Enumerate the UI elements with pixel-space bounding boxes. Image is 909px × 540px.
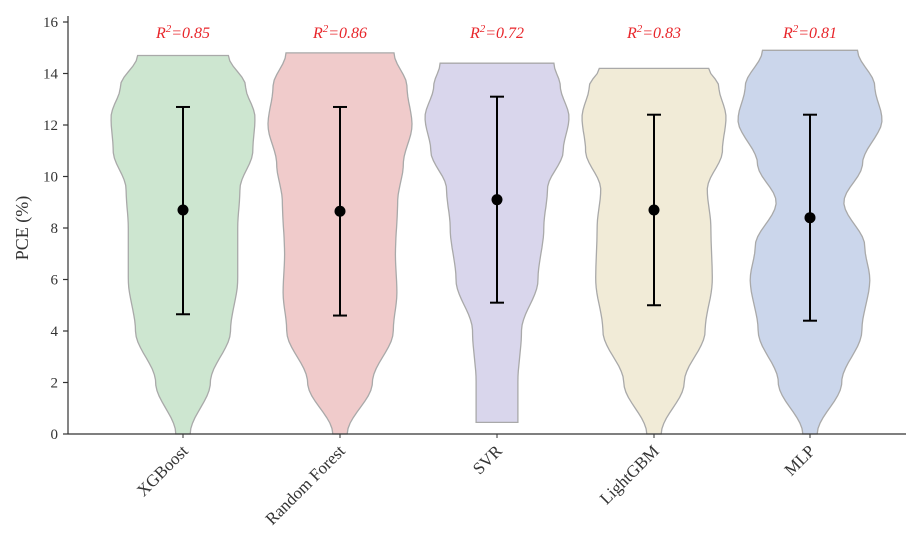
r2-label: R2=0.81 bbox=[782, 23, 837, 42]
y-axis-label: PCE (%) bbox=[12, 196, 33, 261]
r2-annotations: R2=0.85 R2=0.86 R2=0.72 R2=0.83 R2=0.81 bbox=[155, 23, 837, 42]
mean-point bbox=[177, 204, 189, 216]
y-tick-label: 12 bbox=[43, 118, 58, 134]
r2-symbol: R bbox=[312, 25, 323, 42]
mean-point bbox=[804, 212, 816, 224]
y-tick-label: 0 bbox=[51, 427, 59, 443]
x-tick-label: XGBoost bbox=[133, 441, 192, 500]
r2-symbol: R bbox=[155, 25, 166, 42]
r2-label: R2=0.72 bbox=[469, 23, 524, 42]
y-tick-label: 8 bbox=[51, 221, 59, 237]
x-tick-label: Random Forest bbox=[262, 441, 349, 528]
y-tick-label: 2 bbox=[51, 376, 59, 392]
x-tick-label: MLP bbox=[781, 441, 819, 479]
r2-symbol: R bbox=[626, 25, 637, 42]
y-tick-label: 6 bbox=[51, 273, 59, 289]
y-tick-label: 16 bbox=[43, 15, 59, 31]
axes-layer bbox=[67, 16, 906, 435]
r2-superscript: 2 bbox=[637, 23, 643, 35]
r2-superscript: 2 bbox=[793, 23, 799, 35]
mean-point bbox=[648, 204, 660, 216]
errorbars-layer bbox=[176, 95, 817, 322]
mean-point bbox=[334, 205, 346, 217]
r2-label: R2=0.83 bbox=[626, 23, 681, 42]
y-ticks: 0 2 4 6 8 10 12 14 16 bbox=[43, 15, 68, 443]
r2-value: =0.83 bbox=[642, 25, 681, 42]
r2-superscript: 2 bbox=[323, 23, 329, 35]
mean-point bbox=[491, 194, 503, 206]
r2-superscript: 2 bbox=[166, 23, 172, 35]
x-tick-labels: XGBoost Random Forest SVR LightGBM MLP bbox=[133, 434, 819, 529]
r2-label: R2=0.86 bbox=[312, 23, 367, 42]
r2-value: =0.72 bbox=[485, 25, 524, 42]
y-tick-label: 4 bbox=[51, 324, 59, 340]
r2-value: =0.81 bbox=[798, 25, 837, 42]
r2-superscript: 2 bbox=[480, 23, 486, 35]
r2-value: =0.85 bbox=[171, 25, 210, 42]
x-tick-label: LightGBM bbox=[596, 441, 663, 508]
r2-symbol: R bbox=[469, 25, 480, 42]
r2-label: R2=0.85 bbox=[155, 23, 210, 42]
r2-symbol: R bbox=[782, 25, 793, 42]
y-tick-label: 10 bbox=[43, 170, 58, 186]
y-tick-label: 14 bbox=[43, 67, 59, 83]
x-tick-label: SVR bbox=[469, 441, 506, 478]
r2-value: =0.86 bbox=[328, 25, 367, 42]
